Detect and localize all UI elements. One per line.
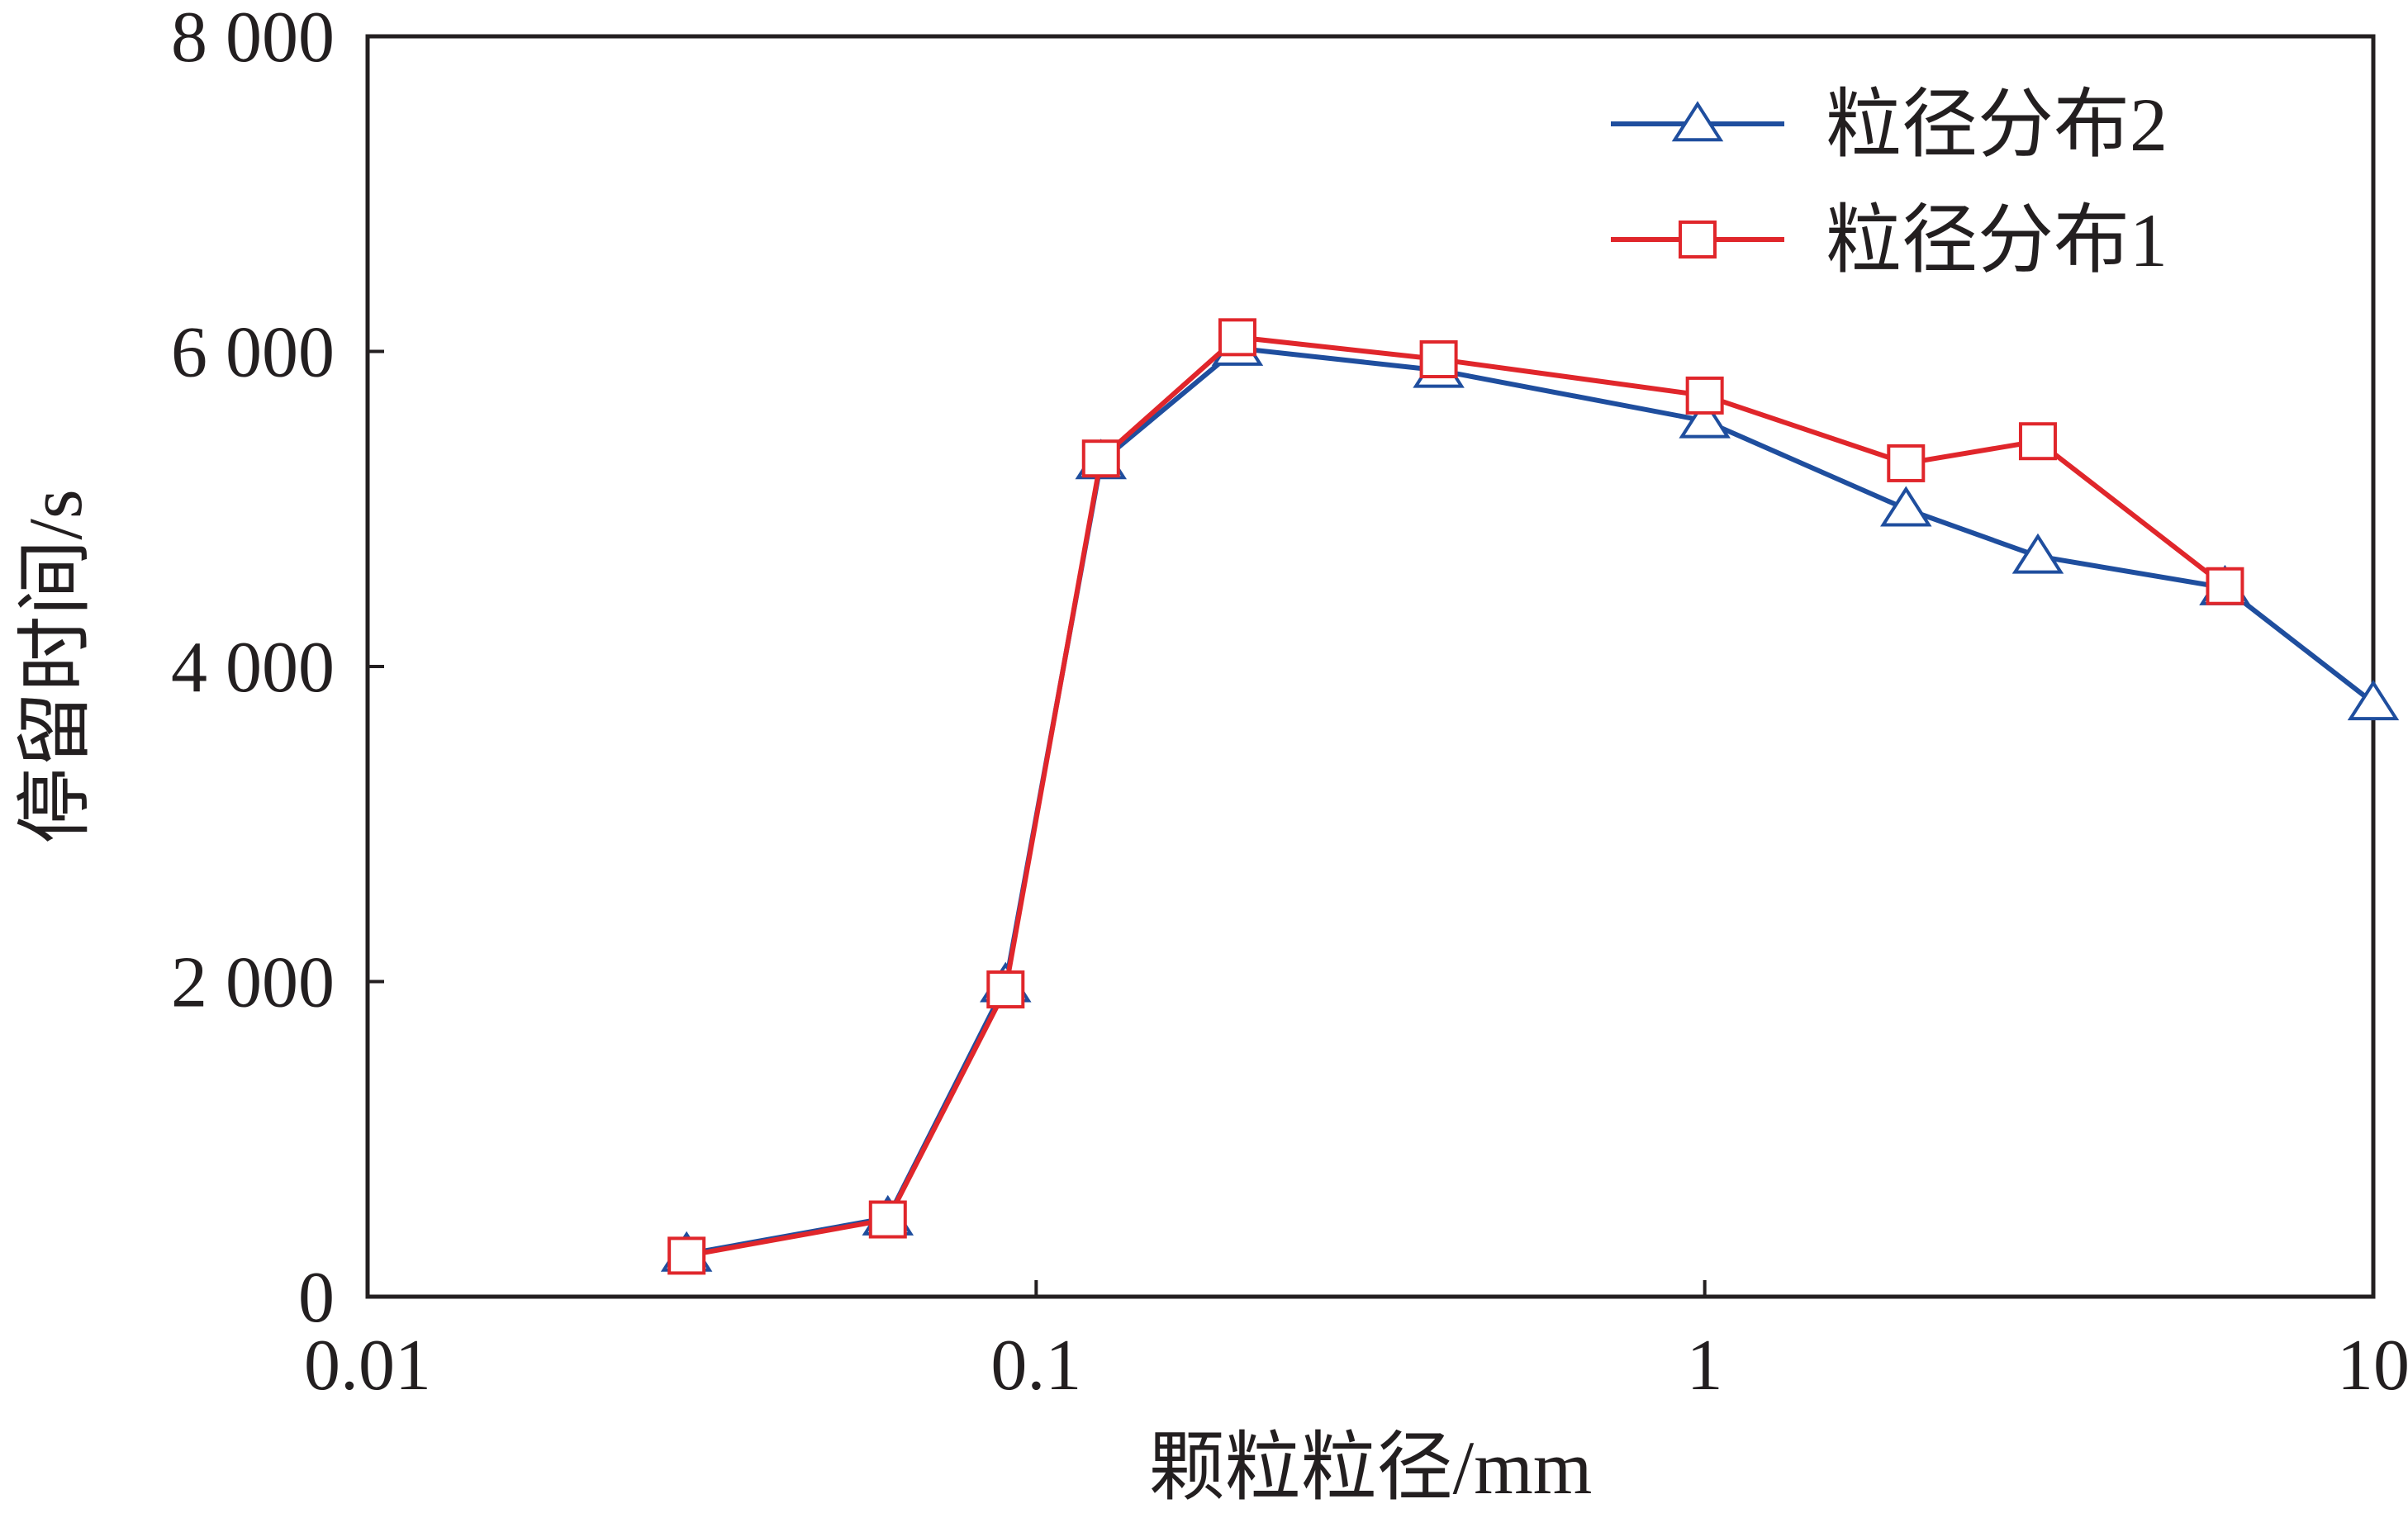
data-point [1419, 340, 1458, 379]
series-layer [660, 318, 2400, 1275]
data-point [667, 1236, 706, 1275]
data-point [1081, 439, 1120, 478]
data-point [1218, 318, 1256, 357]
x-tick-label: 1 [1687, 1326, 1723, 1406]
x-tick-label: 10 [2337, 1326, 2408, 1406]
legend-marker [1671, 101, 1724, 142]
y-tick-label: 8 000 [171, 0, 335, 78]
y-tick-label: 4 000 [171, 628, 335, 708]
legend-item-2: 粒径分布1 [1611, 198, 2168, 282]
data-point [1685, 376, 1724, 415]
data-point [2206, 567, 2244, 605]
data-point [1887, 444, 1926, 482]
y-tick-label: 6 000 [171, 313, 335, 393]
y-tick-label: 2 000 [171, 943, 335, 1023]
y-tick-label: 0 [298, 1258, 335, 1338]
x-tick-label: 0.01 [304, 1326, 431, 1406]
data-point [2347, 680, 2400, 721]
legend-label: 粒径分布2 [1826, 83, 2168, 167]
axis-ticks: 0.01 0.1 1 10 0 2 000 4 000 6 000 8 000 [171, 0, 2408, 1406]
legend-label: 粒径分布1 [1826, 198, 2168, 282]
data-point [986, 970, 1025, 1009]
legend: 粒径分布2 粒径分布1 [1611, 83, 2168, 282]
x-tick-label: 0.1 [990, 1326, 1081, 1406]
data-point [1880, 486, 1932, 527]
data-point [2011, 533, 2064, 574]
data-point [868, 1200, 907, 1239]
data-point [1679, 397, 1731, 439]
data-point [2018, 422, 2057, 461]
x-axis-title: 颗粒粒径/mm [1149, 1425, 1593, 1510]
legend-marker [1679, 221, 1717, 259]
series-1 [660, 325, 2400, 1272]
y-axis-title: 停留时间/s [13, 489, 97, 843]
legend-item-1: 粒径分布2 [1611, 83, 2168, 167]
series-line [686, 334, 2227, 1259]
series-2 [667, 318, 2244, 1275]
